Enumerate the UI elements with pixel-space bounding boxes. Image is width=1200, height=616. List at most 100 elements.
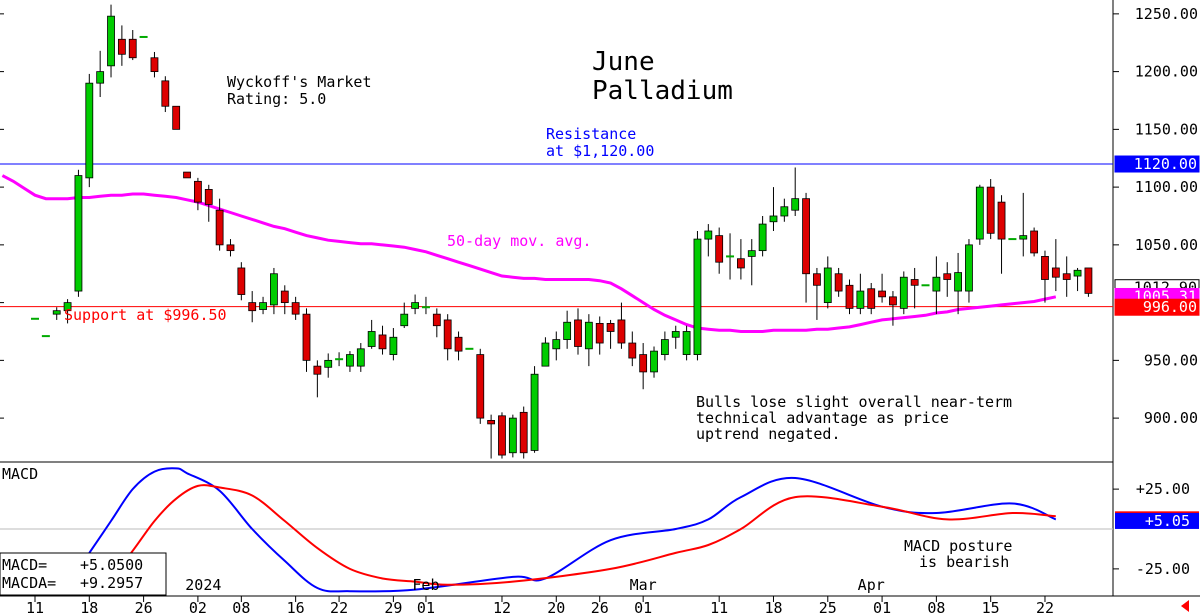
moving-average-line (1, 174, 1057, 333)
candle-up (660, 339, 669, 355)
macd-flag-label: +5.05 (1145, 512, 1190, 530)
candle-up (541, 342, 550, 367)
candle-up (552, 339, 561, 350)
candle-down (878, 290, 886, 298)
candle-down (487, 420, 496, 425)
candle-up (975, 186, 984, 240)
x-tick-label: 22 (330, 599, 348, 616)
y-tick-label: 900.00 (1144, 409, 1198, 427)
macd-line (88, 467, 1057, 593)
candle-up (508, 417, 517, 454)
x-tick-label: 12 (493, 599, 511, 616)
x-tick-label: 25 (819, 599, 837, 616)
candle-down (226, 244, 235, 252)
month-label: 2024 (185, 576, 221, 594)
tick-layer (0, 13, 1119, 602)
candle-up (650, 350, 658, 373)
moving-average-layer (1, 174, 1057, 333)
candle-up (1073, 269, 1082, 277)
candle-up (965, 244, 973, 292)
candle-up (356, 348, 365, 367)
y-tick-label: 1250.00 (1135, 5, 1198, 23)
candle-down (910, 279, 919, 286)
candle-up (693, 238, 702, 355)
candle-up (823, 267, 832, 304)
candle-down (498, 415, 506, 456)
y-tick-label: 1200.00 (1135, 63, 1198, 81)
candle-up (899, 276, 908, 309)
candle-up (74, 175, 83, 292)
candle-down (617, 319, 626, 344)
price-flag-box (1114, 298, 1200, 316)
candle-down (986, 186, 995, 234)
x-tick-label: 01 (417, 599, 435, 616)
x-tick-label: 11 (26, 599, 44, 616)
candle-down (378, 334, 387, 350)
month-label: Apr (858, 576, 885, 594)
candle-up (530, 373, 539, 451)
x-tick-label: 08 (232, 599, 250, 616)
candle-down (802, 198, 810, 275)
x-tick-label: 22 (1036, 599, 1054, 616)
price-flag-label: 996.00 (1143, 298, 1197, 316)
candle-up (682, 331, 691, 355)
candle-down (280, 290, 289, 304)
chart-title-line1: June (592, 47, 655, 77)
candle-down (150, 57, 159, 73)
macd-flag-box (1115, 512, 1199, 529)
candle-down (215, 209, 224, 246)
candle-down (639, 354, 648, 373)
candle-down (519, 411, 528, 454)
candle-up (1019, 235, 1028, 240)
candle-up (856, 290, 865, 309)
candle-up (780, 206, 789, 217)
candle-down (172, 105, 181, 130)
candle-up (389, 336, 398, 355)
x-tick-label: 11 (710, 599, 728, 616)
candle-up (584, 321, 593, 350)
candle-up (63, 302, 72, 312)
comment-line3: uptrend negated. (696, 425, 841, 443)
x-tick-label: 16 (287, 599, 305, 616)
chart-title-line2: Palladium (592, 76, 733, 106)
candle-down (1062, 273, 1071, 280)
candle-down (606, 322, 615, 332)
candle-up (346, 354, 354, 367)
axis-label-layer: 1250.00 1200.00 1150.00 1100.00 1050.00 950.0… (26, 5, 1198, 616)
candle-down (454, 336, 463, 352)
candle-down (443, 319, 452, 350)
candle-down (845, 284, 854, 309)
scroll-left-arrow-icon[interactable] (1181, 600, 1189, 612)
y-tick-label: 1050.00 (1135, 236, 1198, 254)
price-flag-box (1114, 155, 1200, 173)
candlestick-layer (31, 4, 1093, 459)
x-tick-label: 18 (764, 599, 782, 616)
candle-down (476, 354, 485, 419)
x-tick-label: 18 (80, 599, 98, 616)
candle-down (1041, 256, 1049, 280)
candle-down (834, 273, 843, 292)
candle-up (270, 273, 278, 306)
candle-down (248, 302, 257, 312)
macd-readout-value: +5.0500 (80, 556, 143, 574)
macd-flag: +5.05 (1115, 512, 1199, 530)
candle-down (183, 171, 191, 179)
x-tick-label: 20 (547, 599, 565, 616)
moving-average-label: 50-day mov. avg. (447, 232, 592, 250)
candle-down (813, 273, 821, 286)
candle-down (204, 189, 213, 205)
candle-down (1084, 267, 1093, 294)
candle-up (85, 82, 94, 179)
candle-down (193, 180, 202, 203)
macda-readout-label: MACDA= (2, 574, 56, 592)
price-flag: 1120.00 (1114, 155, 1200, 173)
candle-down (302, 313, 311, 361)
candle-down (128, 38, 137, 59)
market-rating-line2: Rating: 5.0 (227, 90, 326, 108)
y-tick-label: 1150.00 (1135, 120, 1198, 138)
macda-readout-value: +9.2957 (80, 574, 143, 592)
level-lines (0, 163, 1113, 308)
candle-up (758, 223, 767, 252)
candle-down (715, 235, 724, 263)
candle-up (704, 230, 713, 240)
